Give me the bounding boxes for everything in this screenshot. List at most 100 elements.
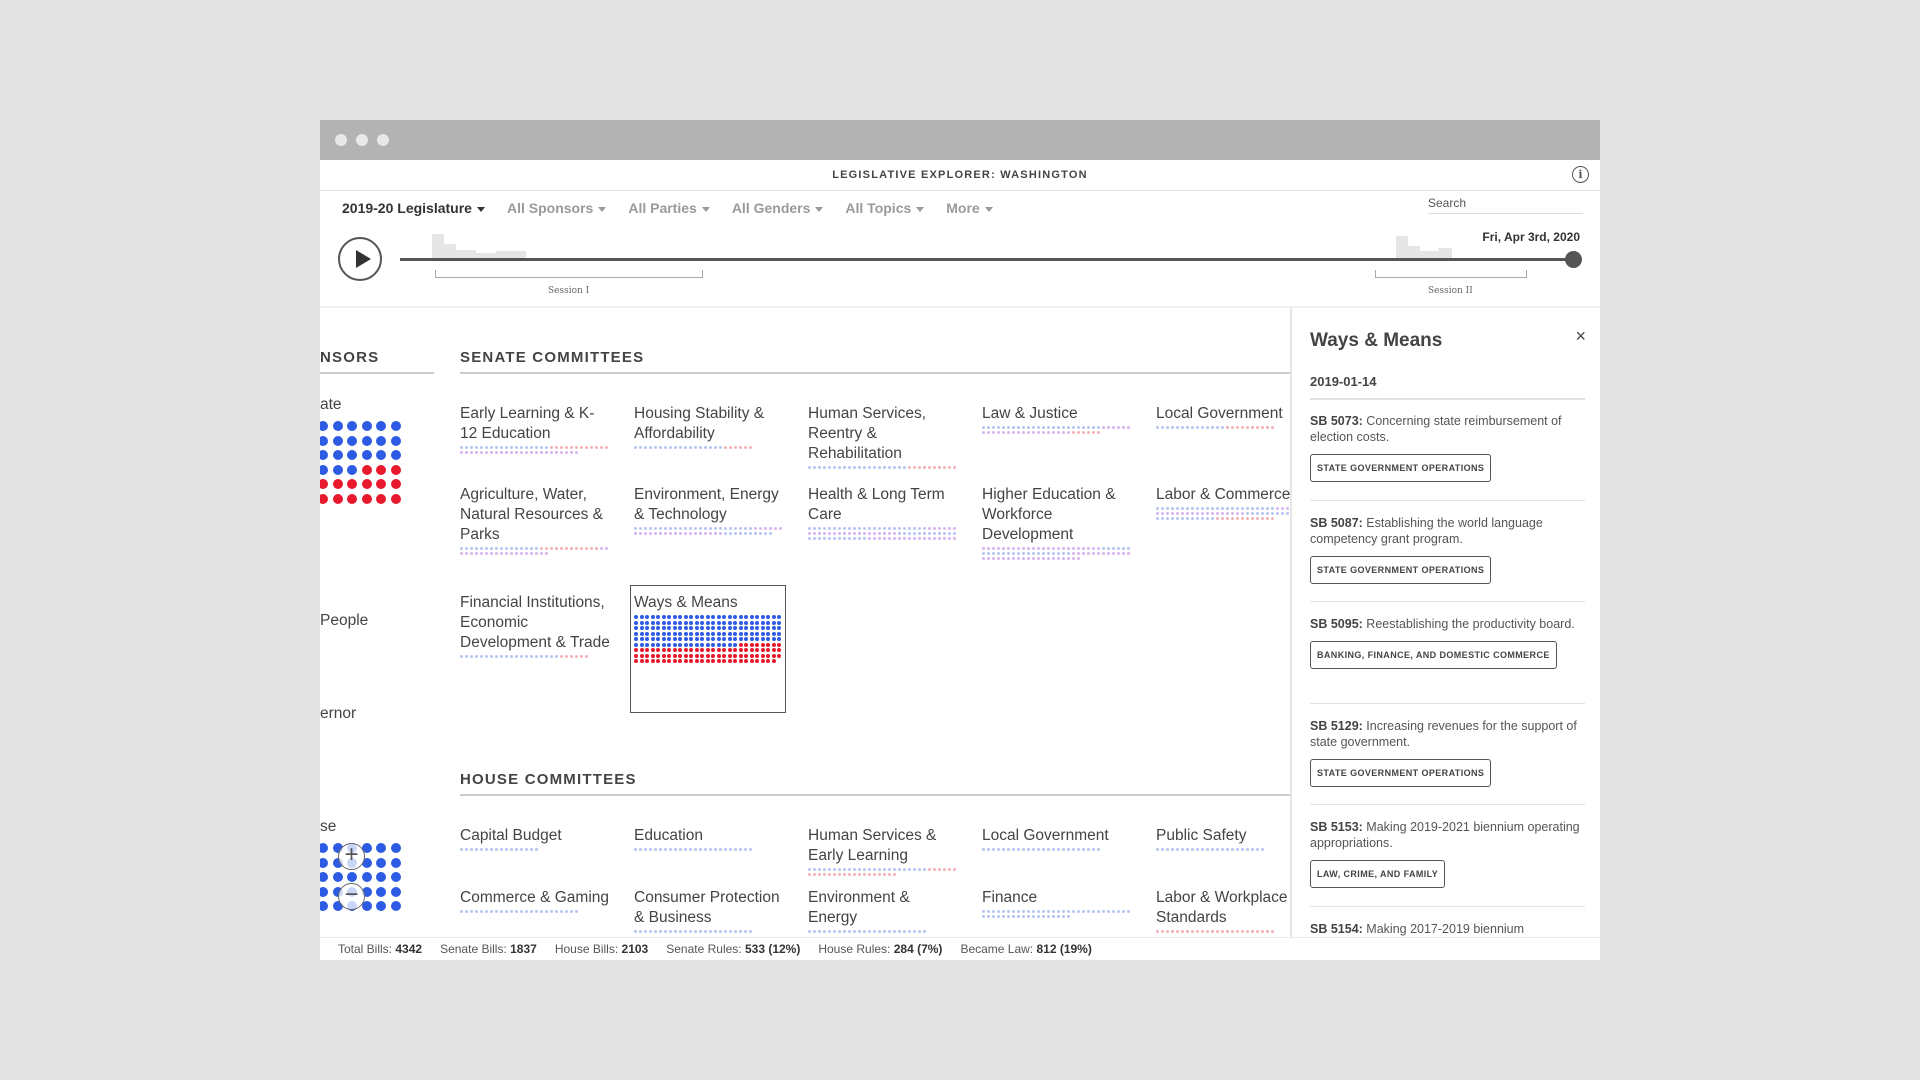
app-window: LEGISLATIVE EXPLORER: WASHINGTON i 2019-… bbox=[320, 120, 1600, 960]
bill-dot-grid bbox=[1156, 848, 1306, 853]
bill-item[interactable]: SB 5153: Making 2019-2021 biennium opera… bbox=[1310, 819, 1585, 888]
senate-committee[interactable]: Health & Long Term Care bbox=[808, 485, 958, 542]
bill-item[interactable]: SB 5129: Increasing revenues for the sup… bbox=[1310, 718, 1585, 787]
more-dropdown[interactable]: More bbox=[946, 200, 993, 216]
info-icon[interactable]: i bbox=[1572, 166, 1589, 183]
bill-dot-grid bbox=[460, 655, 610, 660]
bill-item[interactable]: SB 5154: Making 2017-2019 biennium bbox=[1310, 921, 1585, 937]
bill-id: SB 5087: bbox=[1310, 516, 1363, 530]
senate-committee[interactable]: Financial Institutions, Economic Develop… bbox=[460, 593, 610, 660]
timeline-track[interactable] bbox=[400, 258, 1570, 261]
committee-ways-and-means-selected[interactable] bbox=[630, 585, 786, 713]
committee-name: Human Services & Early Learning bbox=[808, 827, 937, 864]
bill-id: SB 5073: bbox=[1310, 414, 1363, 428]
committee-name: Public Safety bbox=[1156, 827, 1247, 844]
legislature-dropdown[interactable]: 2019-20 Legislature bbox=[342, 200, 485, 216]
chevron-down-icon bbox=[916, 206, 925, 212]
bill-dot-grid bbox=[982, 848, 1132, 853]
genders-dropdown[interactable]: All Genders bbox=[732, 200, 824, 216]
sponsor-label-senate: ate bbox=[320, 396, 342, 413]
zoom-out-button[interactable]: − bbox=[338, 883, 365, 910]
stat-senate-bills: Senate Bills: 1837 bbox=[440, 942, 537, 956]
house-committee[interactable]: Environment & Energy bbox=[808, 888, 958, 935]
senate-committee[interactable]: Law & Justice bbox=[982, 404, 1132, 436]
window-close-dot[interactable] bbox=[335, 134, 347, 146]
house-committee[interactable]: Finance bbox=[982, 888, 1132, 920]
timeline: Fri, Apr 3rd, 2020 Session I Session II bbox=[320, 230, 1600, 300]
bill-item[interactable]: SB 5087: Establishing the world language… bbox=[1310, 515, 1585, 584]
senate-committee[interactable]: Higher Education & Workforce Development bbox=[982, 485, 1132, 562]
topic-tag[interactable]: STATE GOVERNMENT OPERATIONS bbox=[1310, 556, 1492, 584]
topic-tag[interactable]: BANKING, FINANCE, AND DOMESTIC COMMERCE bbox=[1310, 641, 1557, 669]
senate-committee[interactable]: Housing Stability & Affordability bbox=[634, 404, 784, 451]
session-2-histogram bbox=[1370, 230, 1470, 260]
senate-committee[interactable]: Labor & Commerce bbox=[1156, 485, 1306, 522]
committee-name: Financial Institutions, Economic Develop… bbox=[460, 594, 610, 651]
bill-title: Reestablishing the productivity board. bbox=[1366, 617, 1575, 631]
bill-dot-grid bbox=[634, 446, 784, 451]
bill-title: Concerning state reimbursement of electi… bbox=[1310, 414, 1562, 444]
committee-name: Ways & Means bbox=[634, 594, 738, 611]
bill-item[interactable]: SB 5095: Reestablishing the productivity… bbox=[1310, 616, 1585, 669]
committee-name: Education bbox=[634, 827, 703, 844]
app-title: LEGISLATIVE EXPLORER: WASHINGTON bbox=[832, 169, 1088, 181]
bill-item[interactable]: SB 5073: Concerning state reimbursement … bbox=[1310, 413, 1585, 482]
zoom-in-button[interactable]: + bbox=[338, 843, 365, 870]
bill-dot-grid bbox=[1156, 507, 1306, 522]
house-committee[interactable]: Capital Budget bbox=[460, 826, 610, 853]
session-1-bracket bbox=[435, 270, 703, 278]
house-committee[interactable]: Public Safety bbox=[1156, 826, 1306, 853]
bill-title: Making 2019-2021 biennium operating appr… bbox=[1310, 820, 1580, 850]
house-committee[interactable]: Labor & Workplace Standards bbox=[1156, 888, 1306, 935]
committee-name: Finance bbox=[982, 889, 1038, 906]
bill-dot-grid bbox=[982, 426, 1132, 436]
house-committee[interactable]: Human Services & Early Learning bbox=[808, 826, 958, 878]
close-icon[interactable]: × bbox=[1575, 326, 1586, 346]
house-committee[interactable]: Local Government bbox=[982, 826, 1132, 853]
current-date: Fri, Apr 3rd, 2020 bbox=[1482, 230, 1580, 244]
house-committee[interactable]: Commerce & Gaming bbox=[460, 888, 610, 915]
committee-name: Early Learning & K-12 Education bbox=[460, 405, 595, 442]
bill-dot-grid bbox=[808, 930, 958, 935]
senate-committee[interactable]: Early Learning & K-12 Education bbox=[460, 404, 610, 456]
timeline-scrubber-handle[interactable] bbox=[1565, 251, 1582, 268]
topic-tag[interactable]: STATE GOVERNMENT OPERATIONS bbox=[1310, 759, 1492, 787]
bill-id: SB 5153: bbox=[1310, 820, 1363, 834]
play-button[interactable] bbox=[338, 237, 382, 281]
stat-senate-rules: Senate Rules: 533 (12%) bbox=[666, 942, 801, 956]
window-minimize-dot[interactable] bbox=[356, 134, 368, 146]
house-sponsor-dots[interactable] bbox=[320, 843, 408, 933]
bill-dot-grid bbox=[460, 848, 610, 853]
senate-committee[interactable]: Local Government bbox=[1156, 404, 1306, 431]
topic-tag[interactable]: LAW, CRIME, AND FAMILY bbox=[1310, 860, 1446, 888]
session-1-label: Session I bbox=[548, 286, 590, 296]
browser-chrome bbox=[320, 120, 1600, 160]
senate-committee[interactable]: Agriculture, Water, Natural Resources & … bbox=[460, 485, 610, 557]
committee-name: Local Government bbox=[1156, 405, 1283, 422]
sponsors-dropdown[interactable]: All Sponsors bbox=[507, 200, 607, 216]
topics-dropdown[interactable]: All Topics bbox=[845, 200, 925, 216]
bill-title: Making 2017-2019 biennium bbox=[1366, 922, 1525, 936]
committee-name: Agriculture, Water, Natural Resources & … bbox=[460, 486, 604, 543]
bill-dot-grid bbox=[808, 466, 958, 471]
senate-committee[interactable]: Ways & Means bbox=[634, 593, 784, 665]
committee-name: Labor & Commerce bbox=[1156, 486, 1291, 503]
senate-committee[interactable]: Human Services, Reentry & Rehabilitation bbox=[808, 404, 958, 471]
house-committee[interactable]: Education bbox=[634, 826, 784, 853]
committee-name: Housing Stability & Affordability bbox=[634, 405, 765, 442]
house-committees-header: HOUSE COMMITTEES bbox=[460, 771, 637, 788]
senate-committee[interactable]: Environment, Energy & Technology bbox=[634, 485, 784, 537]
parties-dropdown[interactable]: All Parties bbox=[628, 200, 710, 216]
bill-dot-grid bbox=[1156, 930, 1306, 935]
search-input[interactable] bbox=[1428, 192, 1583, 214]
topic-tag[interactable]: STATE GOVERNMENT OPERATIONS bbox=[1310, 454, 1492, 482]
house-committee[interactable]: Consumer Protection & Business bbox=[634, 888, 784, 935]
bill-dot-grid bbox=[808, 527, 958, 542]
bill-dot-grid bbox=[1156, 426, 1306, 431]
bill-title: Increasing revenues for the support of s… bbox=[1310, 719, 1577, 749]
window-maximize-dot[interactable] bbox=[377, 134, 389, 146]
panel-title: Ways & Means bbox=[1310, 330, 1443, 351]
stat-house-rules: House Rules: 284 (7%) bbox=[818, 942, 943, 956]
senate-sponsor-dots[interactable] bbox=[320, 421, 408, 509]
committee-name: Local Government bbox=[982, 827, 1109, 844]
